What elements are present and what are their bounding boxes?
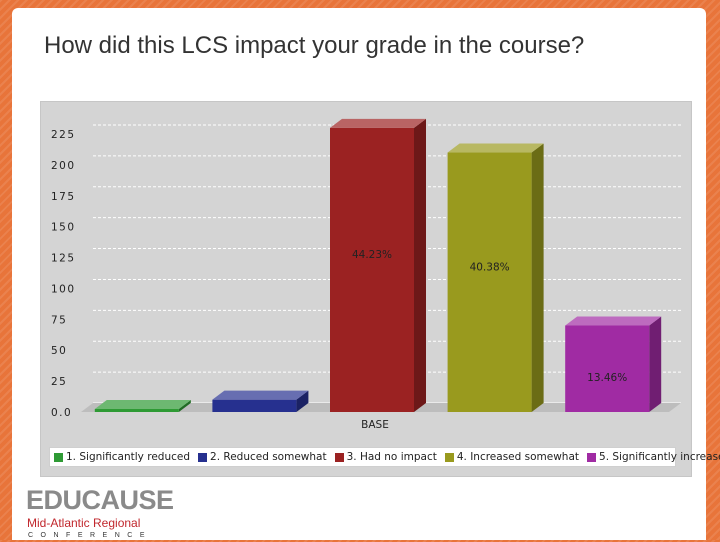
y-tick-label: 50 bbox=[51, 345, 67, 357]
y-tick-label: 175 bbox=[51, 191, 76, 203]
legend-label: 4. Increased somewhat bbox=[456, 451, 580, 463]
slide-title: How did this LCS impact your grade in th… bbox=[44, 32, 585, 59]
slide: How did this LCS impact your grade in th… bbox=[12, 8, 720, 542]
bar bbox=[565, 316, 662, 412]
logo-wordmark: EDUCAUSE bbox=[26, 485, 174, 515]
legend-label: 1. Significantly reduced bbox=[66, 451, 191, 463]
bar-chart: 0.0 25 50 75 100 125 150 175 200 225 44.23% 40.38%… bbox=[40, 101, 720, 477]
legend-swatch bbox=[334, 452, 344, 462]
legend-label: 2. Reduced somewhat bbox=[210, 451, 327, 463]
legend-label: 5. Significantly increased bbox=[599, 451, 720, 463]
data-label: 40.38% bbox=[470, 261, 510, 273]
y-tick-label: 225 bbox=[51, 129, 76, 141]
legend-swatch bbox=[444, 452, 454, 462]
legend-item: 2. Reduced somewhat bbox=[198, 451, 327, 463]
chart-plot: 0.0 25 50 75 100 125 150 175 200 225 44.23% 40.38%… bbox=[51, 118, 681, 431]
bar bbox=[330, 118, 426, 413]
legend-swatch bbox=[587, 452, 597, 462]
legend-item: 3. Had no impact bbox=[334, 451, 437, 463]
legend-label: 3. Had no impact bbox=[346, 451, 437, 463]
x-category-label: BASE bbox=[361, 419, 389, 431]
legend-swatch bbox=[198, 452, 208, 462]
data-label: 44.23% bbox=[352, 249, 392, 261]
educause-logo: EDUCAUSE Mid-Atlantic Regional CONFERENC… bbox=[26, 486, 174, 542]
y-tick-label: 0.0 bbox=[51, 407, 72, 419]
chart-legend: 1. Significantly reduced 2. Reduced somew… bbox=[49, 447, 720, 467]
legend-item: 4. Increased somewhat bbox=[444, 451, 580, 463]
y-tick-label: 125 bbox=[51, 253, 76, 265]
y-tick-label: 25 bbox=[51, 376, 67, 388]
y-tick-label: 100 bbox=[51, 283, 76, 295]
logo-event: CONFERENCE bbox=[28, 532, 153, 539]
y-tick-label: 75 bbox=[51, 314, 67, 326]
bar bbox=[447, 143, 544, 412]
legend-swatch bbox=[54, 452, 63, 462]
data-label: 13.46% bbox=[587, 372, 627, 384]
y-tick-label: 200 bbox=[51, 160, 76, 172]
bar bbox=[94, 400, 191, 412]
legend-item: 5. Significantly increased bbox=[587, 451, 720, 463]
bar bbox=[212, 390, 309, 412]
y-tick-label: 150 bbox=[51, 222, 76, 234]
logo-region: Mid-Atlantic Regional bbox=[27, 516, 141, 530]
legend-item: 1. Significantly reduced bbox=[54, 451, 190, 463]
